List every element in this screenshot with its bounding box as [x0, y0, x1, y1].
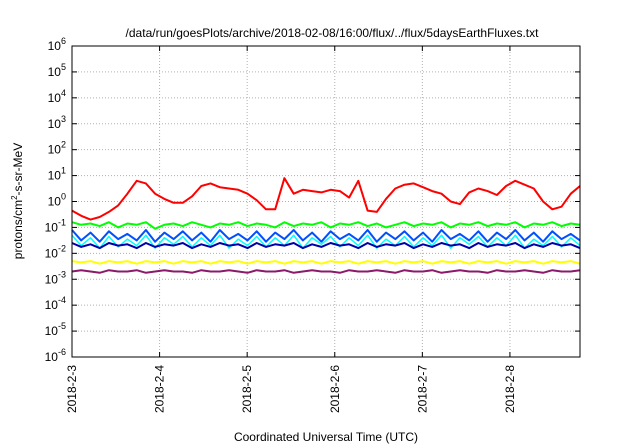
y-tick-label: 10-6 [45, 347, 66, 364]
y-tick-label: 104 [48, 88, 66, 105]
x-tick-label: 2018-2-8 [503, 365, 517, 413]
chart-title: /data/run/goesPlots/archive/2018-02-08/1… [126, 26, 540, 40]
y-tick-label: 10-2 [45, 243, 66, 260]
x-axis-label: Coordinated Universal Time (UTC) [234, 430, 418, 444]
grid-lines [72, 46, 580, 357]
y-tick-label: 101 [48, 166, 66, 183]
plot-frame [71, 45, 581, 358]
series-line-4 [71, 229, 581, 243]
x-tick-label: 2018-2-3 [65, 365, 79, 413]
y-tick-label: 100 [48, 192, 66, 209]
svg-text:protons/cm2-s-sr-MeV: protons/cm2-s-sr-MeV [10, 143, 25, 259]
y-tick-label: 10-3 [45, 269, 66, 286]
x-tick-label: 2018-2-5 [240, 365, 254, 413]
x-tick-label: 2018-2-6 [328, 365, 342, 413]
series-line-6 [71, 260, 581, 265]
y-tick-label: 105 [48, 62, 66, 79]
y-tick-label: 10-4 [45, 295, 66, 312]
series-line-7 [71, 269, 581, 274]
y-tick-label: 103 [48, 114, 66, 131]
series-line-1 [71, 177, 581, 221]
x-tick-label: 2018-2-7 [415, 365, 429, 413]
y-tick-label: 10-5 [45, 321, 66, 338]
y-tick-label: 102 [48, 140, 66, 157]
y-tick-label: 10-1 [45, 217, 66, 234]
y-axis-label: protons/cm2-s-sr-MeV [10, 143, 25, 259]
x-tick-label: 2018-2-4 [153, 365, 167, 413]
axis-ticks: 106 105 104 103 102 101 100 10-1 10-2 10-3 10-4 10-… [45, 36, 580, 413]
series-line-5 [71, 242, 581, 250]
data-series [71, 177, 581, 274]
series-line-2 [71, 221, 581, 230]
y-tick-label: 106 [48, 36, 66, 53]
